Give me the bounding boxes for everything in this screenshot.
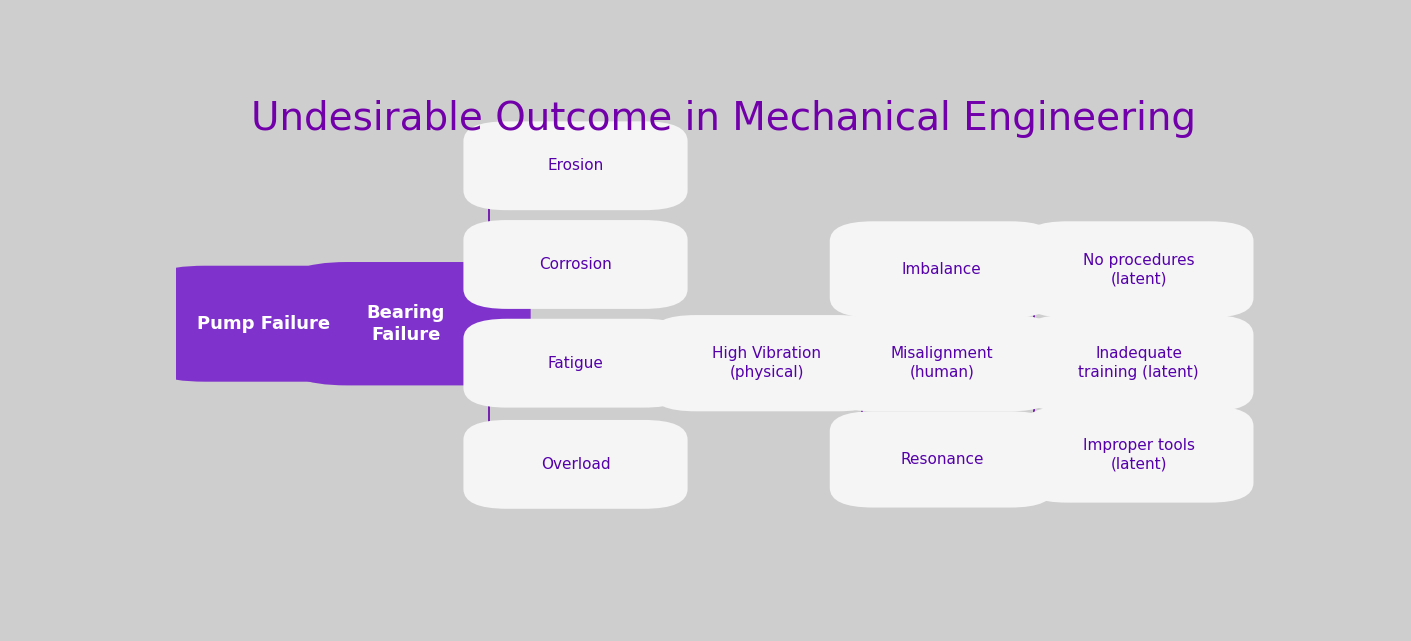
Text: Overload: Overload bbox=[540, 457, 611, 472]
FancyBboxPatch shape bbox=[463, 220, 687, 309]
FancyBboxPatch shape bbox=[463, 319, 687, 408]
FancyBboxPatch shape bbox=[830, 221, 1054, 317]
Text: No procedures
(latent): No procedures (latent) bbox=[1082, 253, 1195, 287]
FancyBboxPatch shape bbox=[830, 315, 1054, 412]
FancyBboxPatch shape bbox=[140, 266, 388, 381]
Text: Undesirable Outcome in Mechanical Engineering: Undesirable Outcome in Mechanical Engine… bbox=[251, 100, 1195, 138]
FancyBboxPatch shape bbox=[1024, 221, 1253, 317]
Text: High Vibration
(physical): High Vibration (physical) bbox=[713, 346, 821, 380]
Text: Pump Failure: Pump Failure bbox=[198, 315, 330, 333]
Text: Misalignment
(human): Misalignment (human) bbox=[890, 346, 993, 380]
FancyBboxPatch shape bbox=[830, 412, 1054, 508]
Text: Improper tools
(latent): Improper tools (latent) bbox=[1082, 438, 1195, 471]
FancyBboxPatch shape bbox=[463, 121, 687, 210]
Text: Corrosion: Corrosion bbox=[539, 257, 612, 272]
Text: Imbalance: Imbalance bbox=[902, 262, 982, 277]
FancyBboxPatch shape bbox=[1024, 315, 1253, 412]
FancyBboxPatch shape bbox=[652, 315, 882, 412]
Text: Inadequate
training (latent): Inadequate training (latent) bbox=[1078, 346, 1199, 380]
Text: Resonance: Resonance bbox=[900, 452, 983, 467]
FancyBboxPatch shape bbox=[1024, 406, 1253, 503]
Text: Bearing
Failure: Bearing Failure bbox=[367, 304, 446, 344]
FancyBboxPatch shape bbox=[281, 262, 531, 385]
Text: Fatigue: Fatigue bbox=[547, 356, 604, 370]
Text: Erosion: Erosion bbox=[547, 158, 604, 173]
FancyBboxPatch shape bbox=[463, 420, 687, 509]
